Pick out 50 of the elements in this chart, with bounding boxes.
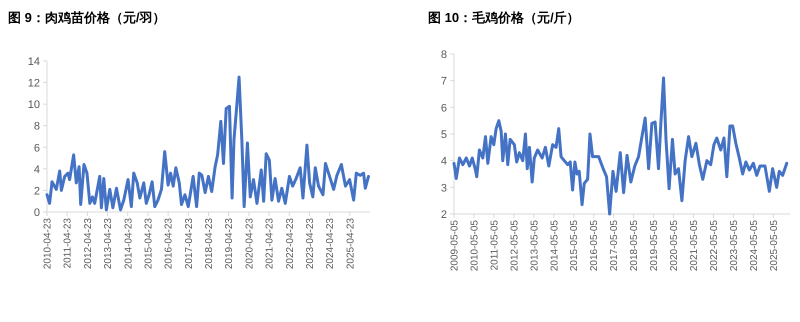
x-tick-label: 2011-05-05 [489, 220, 500, 270]
y-tick-label: 14 [28, 56, 40, 68]
y-tick-label: 4 [440, 156, 447, 168]
x-tick-label: 2014-05-05 [549, 220, 560, 272]
y-tick-label: 10 [28, 99, 40, 112]
y-tick-label: 5 [440, 129, 447, 141]
x-tick-label: 2009-05-05 [450, 220, 460, 272]
x-tick-label: 2018-05-05 [629, 220, 640, 272]
x-tick-label: 2025-04-23 [345, 218, 356, 270]
x-tick-label: 2017-05-05 [609, 220, 620, 272]
x-tick-label: 2011-04-23 [62, 218, 74, 268]
x-tick-label: 2023-04-23 [304, 218, 316, 270]
x-tick-label: 2016-05-05 [589, 220, 600, 272]
x-tick-label: 2019-04-23 [224, 218, 236, 270]
x-tick-label: 2019-05-05 [649, 220, 660, 272]
x-tick-label: 2017-04-23 [184, 218, 195, 270]
y-tick-label: 4 [34, 164, 40, 176]
x-tick-label: 2015-04-23 [143, 218, 154, 270]
x-tick-label: 2013-05-05 [529, 220, 540, 272]
y-tick-label: 6 [34, 142, 40, 154]
x-tick-label: 2018-04-23 [204, 218, 215, 270]
y-tick-label: 7 [440, 76, 447, 88]
y-tick-label: 3 [440, 182, 447, 194]
x-tick-label: 2010-05-05 [469, 220, 480, 272]
y-tick-label: 12 [28, 78, 40, 90]
x-tick-label: 2016-04-23 [164, 218, 175, 270]
x-tick-label: 2025-05-05 [768, 220, 780, 272]
x-tick-label: 2012-04-23 [82, 218, 94, 270]
y-tick-label: 0 [34, 207, 40, 219]
x-tick-label: 2013-04-23 [103, 218, 114, 270]
x-tick-label: 2021-04-23 [264, 218, 276, 270]
x-tick-label: 2022-04-23 [284, 218, 296, 270]
x-tick-label: 2010-04-23 [42, 218, 54, 270]
x-tick-label: 2014-04-23 [123, 218, 134, 270]
y-tick-label: 2 [440, 209, 447, 221]
x-tick-label: 2024-05-05 [748, 220, 760, 272]
x-tick-label: 2021-05-05 [689, 220, 700, 272]
chart-title: 图 9：肉鸡苗价格（元/羽） [8, 10, 166, 25]
x-tick-label: 2020-05-05 [669, 220, 680, 272]
x-tick-label: 2020-04-23 [244, 218, 256, 270]
x-tick-label: 2023-05-05 [728, 220, 740, 272]
y-tick-label: 2 [34, 185, 40, 198]
x-tick-label: 2022-05-05 [708, 220, 720, 272]
x-tick-label: 2024-04-23 [325, 218, 336, 270]
y-tick-label: 8 [34, 120, 40, 133]
y-tick-label: 6 [440, 102, 447, 114]
y-tick-label: 8 [440, 49, 447, 61]
chart-title: 图 10：毛鸡价格（元/斤） [428, 10, 580, 25]
x-tick-label: 2012-05-05 [509, 220, 520, 272]
x-tick-label: 2015-05-05 [569, 220, 580, 272]
